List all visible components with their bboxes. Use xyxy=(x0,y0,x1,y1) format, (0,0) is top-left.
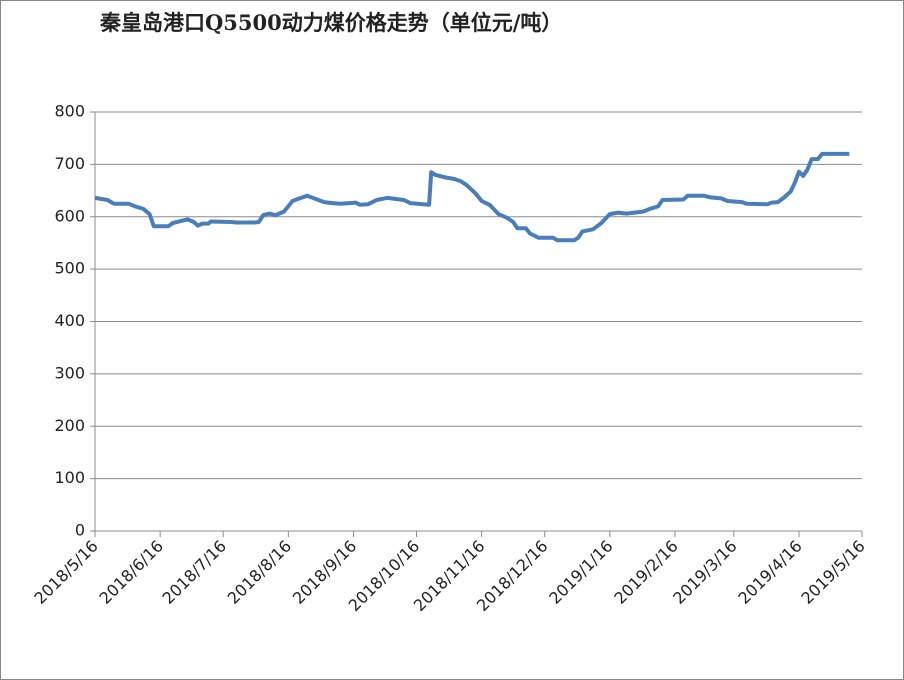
y-tick-label: 800 xyxy=(54,102,85,121)
y-tick-label: 700 xyxy=(54,154,85,173)
y-tick-label: 300 xyxy=(54,363,85,382)
y-tick-label: 400 xyxy=(54,311,85,330)
y-tick-label: 200 xyxy=(54,416,85,435)
y-tick-label: 0 xyxy=(75,521,85,540)
y-tick-label: 100 xyxy=(54,468,85,487)
series-line xyxy=(94,151,850,243)
chart-title: 秦皇岛港口Q5500动力煤价格走势（单位元/吨） xyxy=(99,10,562,35)
y-tick-label: 600 xyxy=(54,206,85,225)
y-tick-label: 500 xyxy=(54,259,85,278)
